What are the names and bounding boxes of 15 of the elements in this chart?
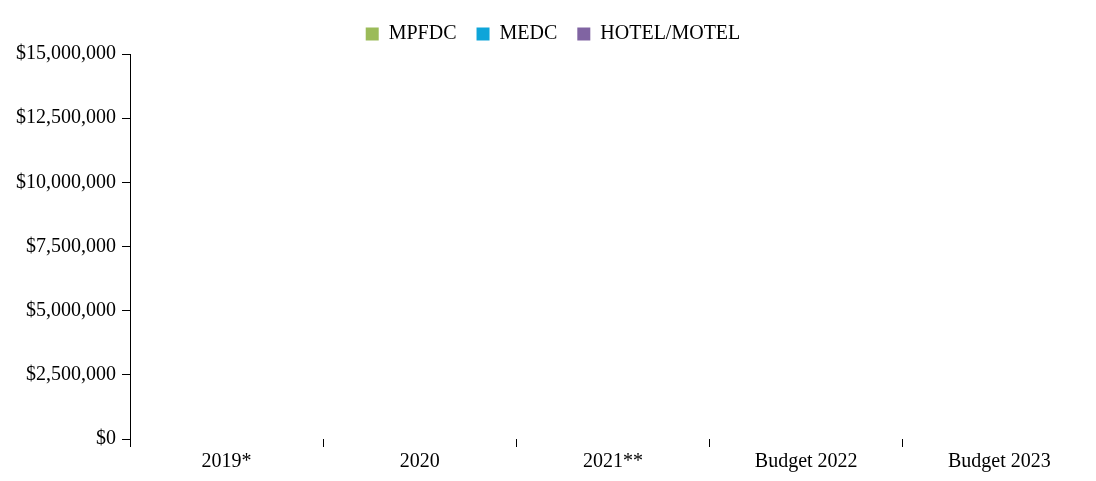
y-tick-label: $15,000,000	[16, 41, 116, 64]
y-tick-label: $2,500,000	[26, 362, 116, 385]
x-tick-label: Budget 2023	[948, 449, 1051, 473]
y-tick-label: $7,500,000	[26, 233, 116, 256]
legend-label: HOTEL/MOTEL	[600, 21, 741, 44]
legend-label: MPFDC	[388, 21, 457, 44]
y-tick-label: $12,500,000	[16, 105, 116, 128]
x-tick-label: 2021**	[583, 449, 643, 472]
x-tick-label: 2020	[399, 449, 440, 472]
y-tick-label: $0	[96, 426, 116, 449]
x-tick-label: 2019*	[201, 449, 252, 472]
legend-label: MEDC	[499, 21, 558, 44]
x-tick-label: Budget 2022	[754, 449, 858, 473]
y-tick-label: $10,000,000	[16, 169, 116, 192]
y-tick-label: $5,000,000	[26, 297, 116, 320]
